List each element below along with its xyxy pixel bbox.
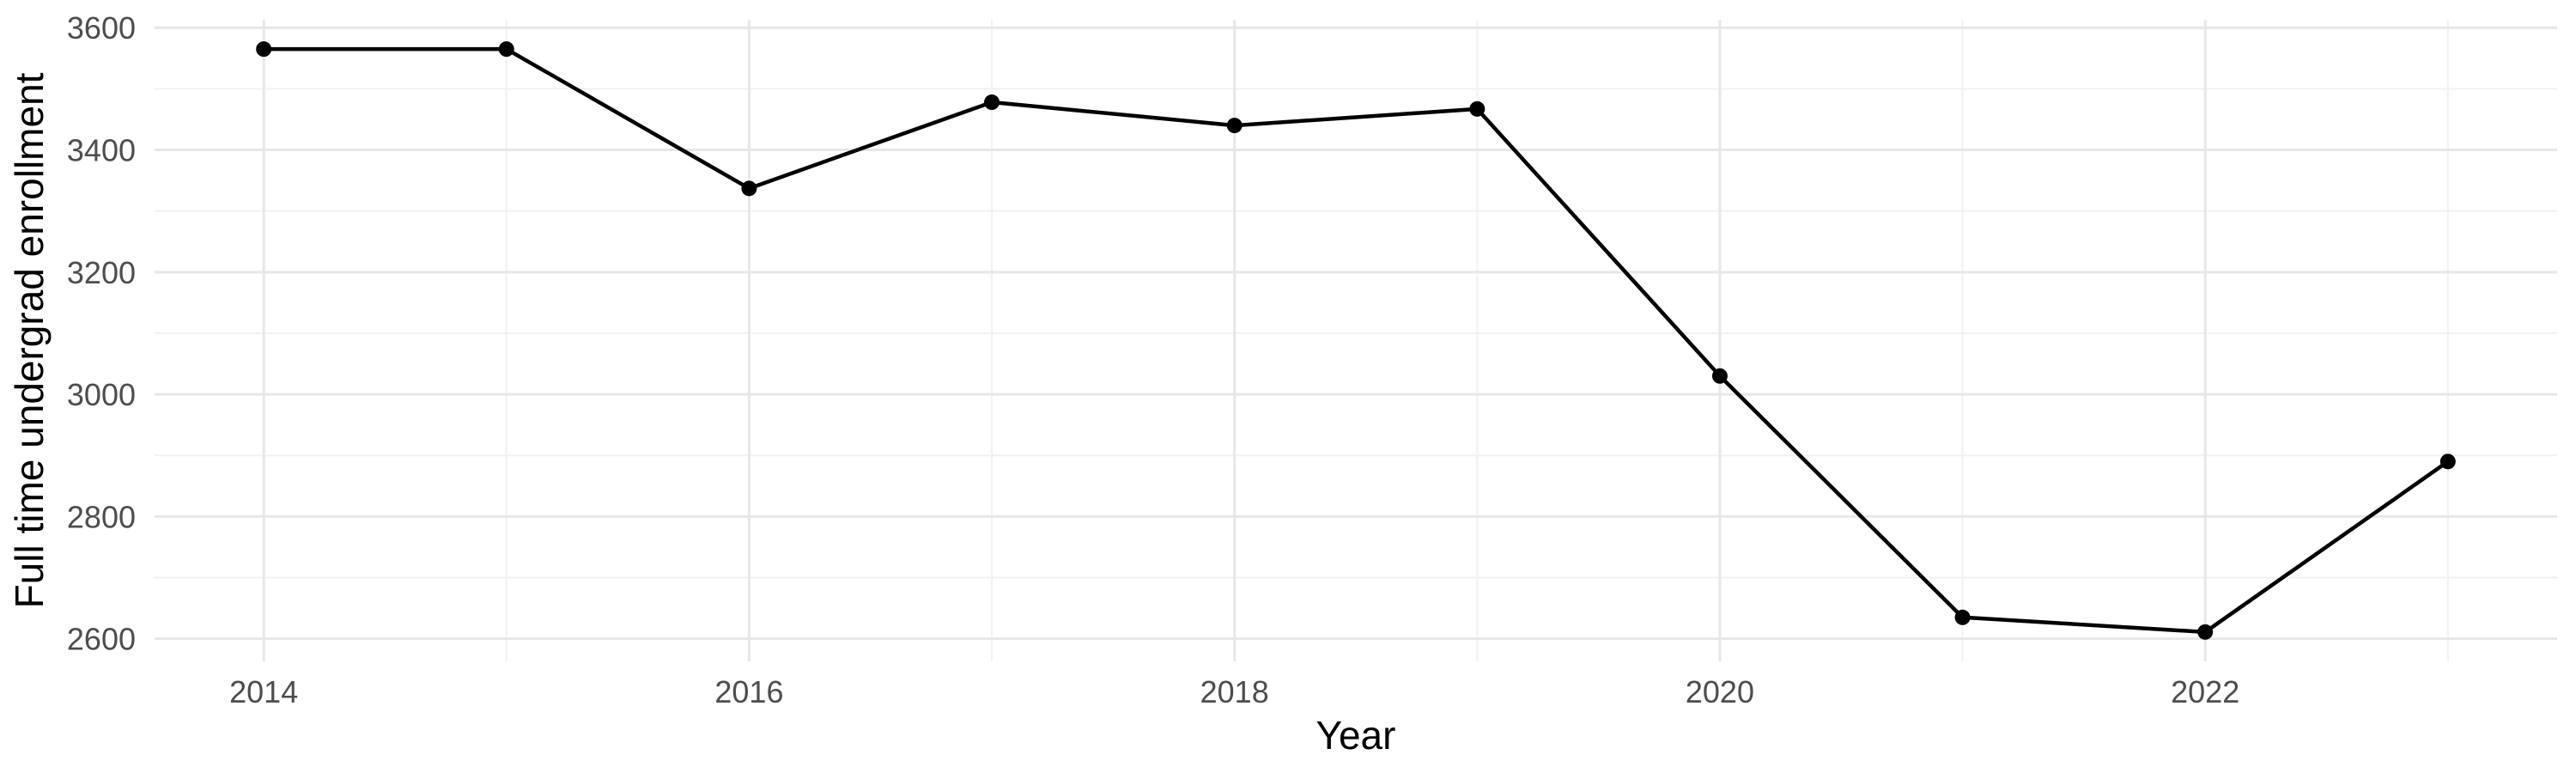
data-point-2018 bbox=[1226, 118, 1242, 134]
y-tick-label-2800: 2800 bbox=[67, 499, 136, 534]
data-point-2017 bbox=[984, 94, 1000, 111]
enrollment-series-line bbox=[264, 46, 2450, 635]
data-point-2014 bbox=[256, 41, 272, 58]
data-point-2021 bbox=[1954, 609, 1971, 625]
x-tick-label-2014: 2014 bbox=[229, 674, 298, 709]
y-tick-label-2600: 2600 bbox=[67, 622, 136, 657]
x-tick-label-2016: 2016 bbox=[714, 674, 783, 709]
y-tick-label-3400: 3400 bbox=[67, 133, 136, 168]
data-point-2022 bbox=[2197, 624, 2214, 640]
enrollment-line-path bbox=[264, 46, 2450, 635]
y-tick-label-3000: 3000 bbox=[67, 377, 136, 412]
y-tick-label-3600: 3600 bbox=[67, 10, 136, 46]
y-tick-label-3200: 3200 bbox=[67, 255, 136, 290]
y-axis-title: Full time undergrad enrollment bbox=[7, 72, 52, 608]
x-tick-label-2022: 2022 bbox=[2171, 674, 2239, 709]
enrollment-data-points bbox=[256, 41, 2456, 640]
x-axis-title: Year bbox=[1316, 713, 1396, 758]
x-tick-label-2020: 2020 bbox=[1686, 674, 1754, 709]
data-point-2023 bbox=[2439, 453, 2456, 470]
data-point-2016 bbox=[741, 180, 757, 197]
x-tick-label-2018: 2018 bbox=[1200, 674, 1269, 709]
gridlines-major bbox=[155, 20, 2557, 661]
data-point-2019 bbox=[1469, 100, 1485, 117]
gridlines-minor bbox=[155, 20, 2557, 661]
x-axis-tick-labels: 2014 2016 2018 2020 2022 bbox=[229, 674, 2239, 709]
data-point-2015 bbox=[498, 41, 514, 58]
y-axis-tick-labels: 2600 2800 3000 3200 3400 3600 bbox=[67, 10, 136, 656]
data-point-2020 bbox=[1711, 368, 1728, 384]
